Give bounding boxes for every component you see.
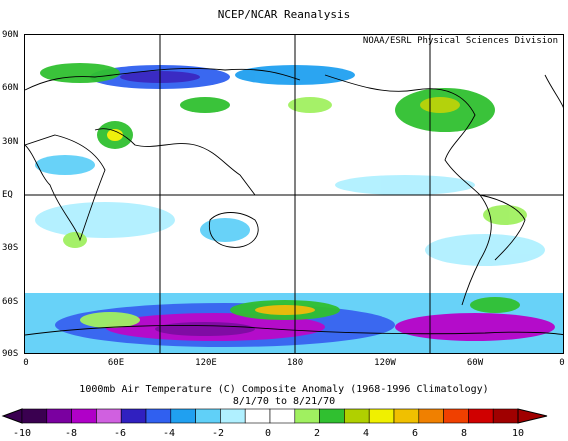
colorbar-cell [46, 408, 72, 424]
cold-anomaly-australia [200, 218, 250, 242]
lat-label-30s: 30S [2, 243, 19, 253]
cool-anomaly-pacific [335, 175, 475, 195]
colorbar-cell [344, 408, 370, 424]
colorbar-cell [294, 408, 320, 424]
warm-anomaly-na-core [420, 97, 460, 113]
colorbar-cell [220, 408, 246, 424]
colorbar [1, 408, 548, 424]
colorbar-cell [319, 408, 345, 424]
lon-label-60e: 60E [107, 358, 125, 368]
cold-anomaly-deep-core [155, 322, 255, 336]
lat-label-90s: 90S [2, 349, 19, 359]
lat-label-90n: 90N [2, 30, 19, 40]
lat-label-60n: 60N [2, 83, 19, 93]
lat-label-30n: 30N [2, 137, 19, 147]
colorbar-label: 6 [411, 428, 419, 439]
colorbar-cell [443, 408, 469, 424]
caption-dates: 8/1/70 to 8/21/70 [232, 396, 336, 407]
colorbar-arrow-low [1, 408, 23, 424]
lon-label-60w: 60W [466, 358, 484, 368]
warm-anomaly-ross-core [255, 305, 315, 315]
colorbar-cell [269, 408, 296, 424]
colorbar-label: -2 [211, 428, 225, 439]
colorbar-label: -10 [12, 428, 32, 439]
warm-anomaly-drake [470, 297, 520, 313]
lon-label-120w: 120W [374, 358, 396, 368]
lat-label-eq: EQ [2, 190, 13, 200]
warm-anomaly-indian-south [80, 312, 140, 328]
colorbar-label: 0 [264, 428, 272, 439]
cool-anomaly-indian [35, 202, 175, 238]
cold-anomaly-africa [35, 155, 95, 175]
colorbar-cell [96, 408, 122, 424]
lat-label-60s: 60S [2, 297, 19, 307]
warm-anomaly-arabia-core [107, 129, 123, 141]
grid-lines [25, 35, 563, 353]
map-panel [24, 34, 564, 354]
colorbar-cell [418, 408, 444, 424]
colorbar-cell [195, 408, 221, 424]
colorbar-cell [170, 408, 196, 424]
anomaly-map [25, 35, 563, 353]
colorbar-cell [393, 408, 420, 424]
colorbar-cell [145, 408, 172, 424]
colorbar-label: 4 [362, 428, 370, 439]
colorbar-label: -4 [162, 428, 176, 439]
lon-label-120e: 120E [195, 358, 217, 368]
colorbar-label: 2 [313, 428, 321, 439]
caption-variable: 1000mb Air Temperature (C) Composite Ano… [79, 384, 489, 395]
warm-anomaly-madagascar [63, 232, 87, 248]
colorbar-arrow-high [517, 408, 548, 424]
warm-anomaly-pacific-north [288, 97, 332, 113]
colorbar-cell [368, 408, 395, 424]
lon-label-0-east: 0 [559, 358, 565, 368]
colorbar-cell [244, 408, 271, 424]
cold-anomaly-weddell [395, 313, 555, 341]
colorbar-label: 8 [460, 428, 468, 439]
colorbar-cell [492, 408, 519, 424]
lon-label-180: 180 [286, 358, 304, 368]
colorbar-label: 10 [511, 428, 525, 439]
coastlines [25, 67, 563, 336]
chart-title: NCEP/NCAR Reanalysis [217, 8, 351, 21]
credit-label: NOAA/ESRL Physical Sciences Division [362, 36, 558, 46]
warm-anomaly-mongolia [180, 97, 230, 113]
colorbar-label: -6 [113, 428, 127, 439]
colorbar-label: -8 [64, 428, 78, 439]
colorbar-cell [21, 408, 48, 424]
colorbar-cell [120, 408, 147, 424]
colorbar-cell [468, 408, 494, 424]
colorbar-cell [71, 408, 97, 424]
lon-label-0-west: 0 [23, 358, 29, 368]
